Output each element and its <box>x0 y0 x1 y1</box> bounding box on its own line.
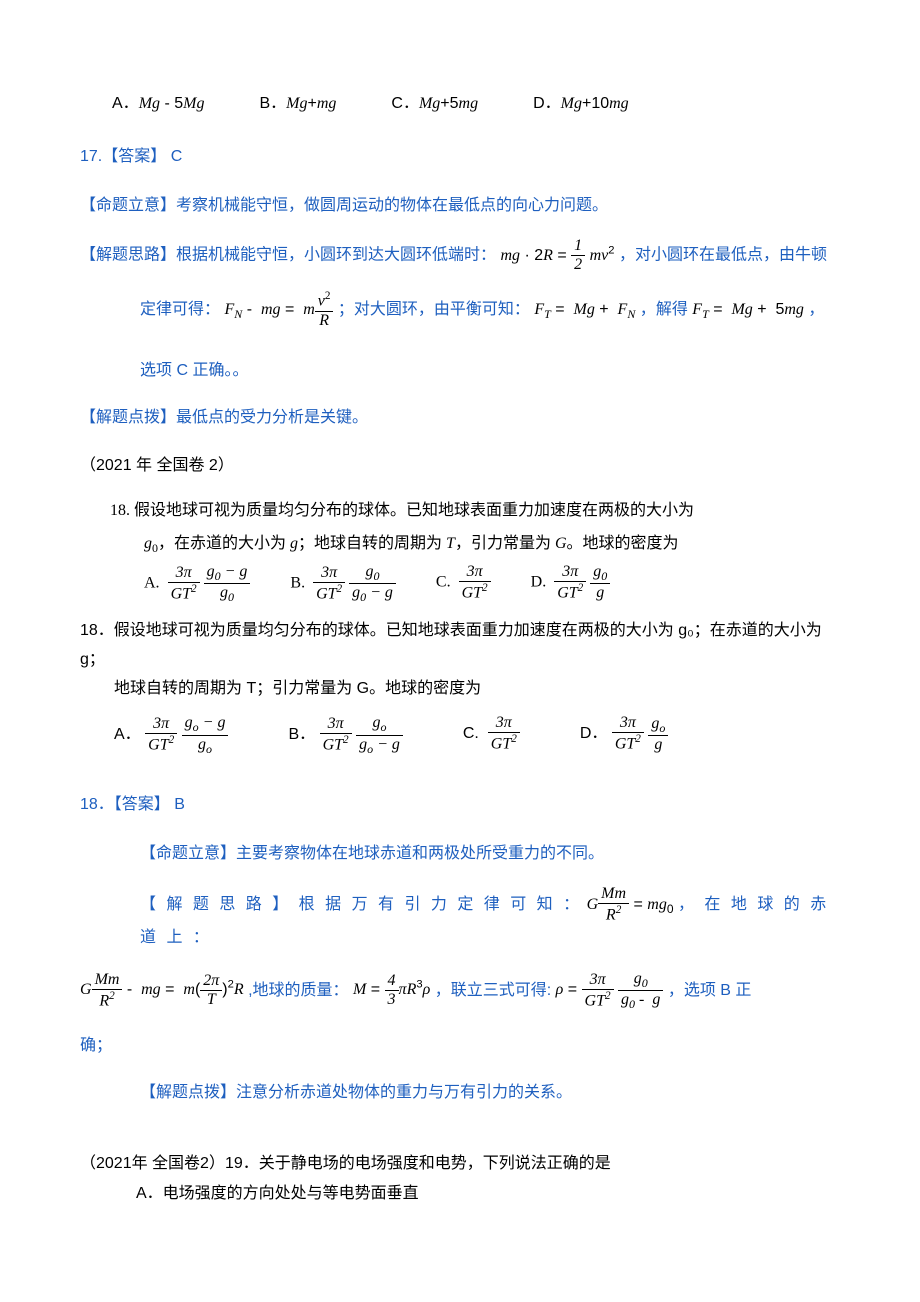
ans17-sol-line1: 【解题思路】根据机械能守恒，小圆环到达大圆环低端时： mg · 2R = 12 … <box>80 238 840 273</box>
imgq18-opts: A. 3πGT2 g0 − gg0 B. 3πGT2 g0g0 − g C. 3… <box>110 564 840 603</box>
q18-opt-B: B． 3πGT2 gogo − g <box>288 715 402 754</box>
q17-opt-D: D．Mg+10mg <box>533 90 629 119</box>
frac-den: 2 <box>571 256 585 273</box>
ans18-pre: 【 解 题 思 路 】 根 据 万 有 引 力 定 律 可 知 ： <box>140 896 582 913</box>
q18-line1: 18．假设地球可视为质量均匀分布的球体。已知地球表面重力加速度在两极的大小为 g… <box>80 617 840 675</box>
q19-src: （2021年 全国卷2）19．关于静电场的电场强度和电势，下列说法正确的是 <box>80 1150 840 1179</box>
ans18-sol-line2: GMmR2 - mg = m(2πT)2R ,地球的质量： M = 43πR3ρ… <box>80 971 840 1010</box>
ans18-label: 18．【答案】 B <box>80 791 840 820</box>
embedded-q18: 18. 假设地球可视为质量均匀分布的球体。已知地球表面重力加速度在两极的大小为 … <box>110 497 840 603</box>
q17-opt-A: A．Mg - 5Mg <box>112 90 204 119</box>
ans17-hint: 【解题点拨】最低点的受力分析是关键。 <box>80 404 840 433</box>
q18-text: 18．假设地球可视为质量均匀分布的球体。已知地球表面重力加速度在两极的大小为 g… <box>80 617 840 703</box>
ans17-sol-pre: 【解题思路】根据机械能守恒，小圆环到达大圆环低端时： <box>80 247 496 264</box>
ans17-sol-line2: 定律可得： FN - mg = mv2R ；对大圆环，由平衡可知： FT = M… <box>80 291 840 328</box>
frac-num: 1 <box>571 238 585 256</box>
q17-opt-B: B．Mg+mg <box>259 90 336 119</box>
ans18-hint: 【解题点拨】注意分析赤道处物体的重力与万有引力的关系。 <box>80 1079 840 1108</box>
imgq18-A: A. 3πGT2 g0 − gg0 <box>144 564 250 603</box>
l2res: 解得 <box>656 301 688 318</box>
q19-optA: A．电场强度的方向处处与等电势面垂直 <box>80 1180 840 1209</box>
l2pre: 定律可得： <box>140 301 220 318</box>
ans18-union: ，联立三式可得: <box>435 981 551 998</box>
eq-result: FT = Mg + 5mg <box>692 301 808 318</box>
ans18-sol-line1: 【 解 题 思 路 】 根 据 万 有 引 力 定 律 可 知 ： GMmR2 … <box>80 886 840 952</box>
eq-grav: GMmR2 = mg0 <box>587 896 678 913</box>
ans18-end2: 确； <box>80 1032 840 1061</box>
q18-options: A． 3πGT2 go − ggo B． 3πGT2 gogo − g C. 3… <box>80 715 840 754</box>
imgq18-B: B. 3πGT2 g0g0 − g <box>290 564 396 603</box>
ans18-end: ，选项 B 正 <box>668 981 752 998</box>
ans17-line3: 选项 C 正确。。 <box>80 357 840 386</box>
q18-opt-C: C. 3πGT2 <box>463 715 520 754</box>
q17-options: A．Mg - 5Mg B．Mg+mg C．Mg+5mg D．Mg+10mg <box>80 90 840 119</box>
l2mid: ；对大圆环，由平衡可知： <box>338 301 530 318</box>
ans17-label: 17.【答案】 C <box>80 143 840 172</box>
eq-newton: FN - mg = mv2R <box>224 301 337 318</box>
q18-opt-D: D． 3πGT2 gog <box>580 715 669 754</box>
imgq18-C: C. 3πGT2 <box>436 564 491 603</box>
q18-line2: 地球自转的周期为 T；引力常量为 G。地球的密度为 <box>80 675 840 704</box>
q18-opt-A: A． 3πGT2 go − ggo <box>114 715 228 754</box>
ans17-sol-mid: ，对小圆环在最低点，由牛顿 <box>619 247 827 264</box>
eq-mass: M = 43πR3ρ <box>353 981 435 998</box>
imgq18-sub: g0，在赤道的大小为 g；地球自转的周期为 T，引力常量为 G。地球的密度为 <box>110 530 840 560</box>
q17-opt-C: C．Mg+5mg <box>391 90 478 119</box>
eq-rho: ρ = 3πGT2 g0g0 - g <box>556 981 668 998</box>
source-1: （2021 年 全国卷 2） <box>80 452 840 481</box>
ans18-topic: 【命题立意】主要考察物体在地球赤道和两极处所受重力的不同。 <box>80 840 840 869</box>
imgq18-D: D. 3πGT2 g0g <box>531 564 611 603</box>
imgq18-head: 18. 假设地球可视为质量均匀分布的球体。已知地球表面重力加速度在两极的大小为 <box>110 497 840 526</box>
ans17-topic: 【命题立意】考察机械能守恒，做圆周运动的物体在最低点的向心力问题。 <box>80 192 840 221</box>
ans18-mass: ,地球的质量： <box>248 981 348 998</box>
eq-energy: mg · 2R = 12 mv2 <box>500 247 619 264</box>
eq-equator: GMmR2 - mg = m(2πT)2R <box>80 981 248 998</box>
eq-balance: FT = Mg + FN <box>534 301 639 318</box>
